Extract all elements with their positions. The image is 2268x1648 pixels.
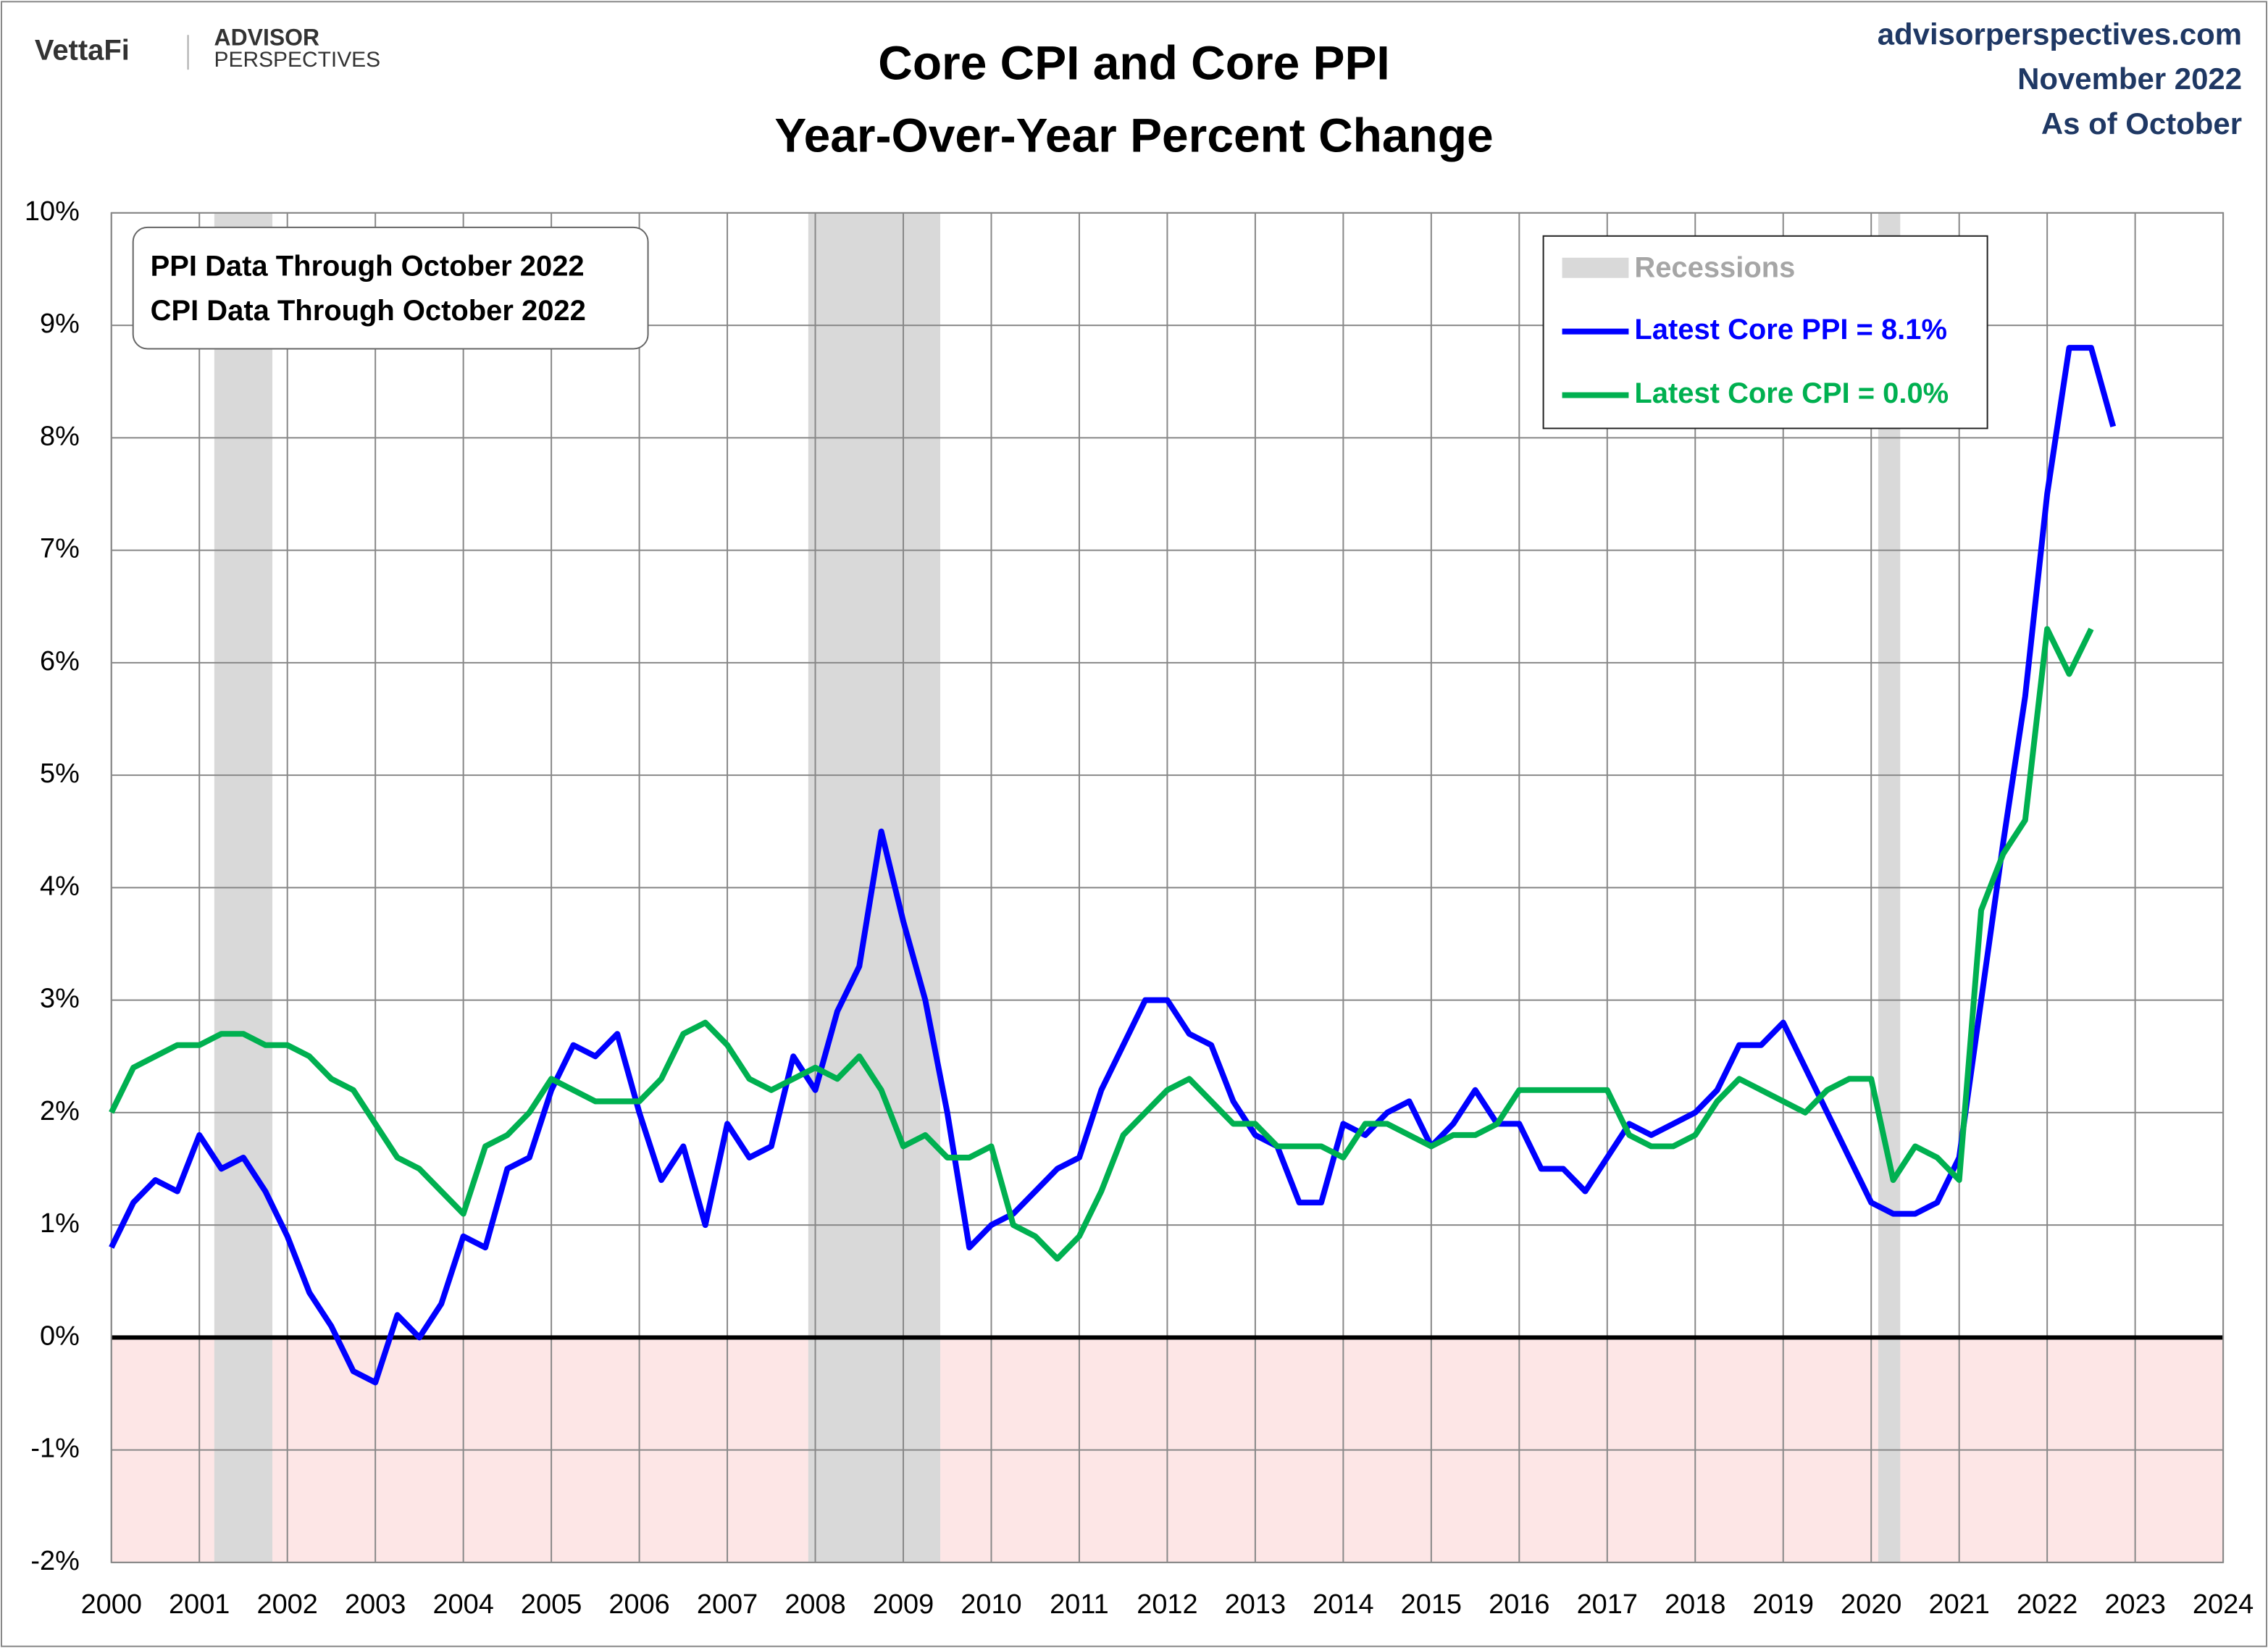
y-tick-label: 8% [40,421,80,451]
y-tick-label: 5% [40,758,80,789]
x-tick-label: 2011 [1050,1589,1109,1620]
x-tick-label: 2017 [1577,1589,1638,1620]
y-tick-label: -2% [30,1546,79,1576]
x-tick-label: 2022 [2017,1589,2077,1620]
legend-label: Latest Core CPI = 0.0% [1634,377,1949,409]
as-of: As of October [2041,106,2242,141]
x-tick-label: 2024 [2193,1589,2254,1620]
y-tick-label: 4% [40,871,80,901]
brand: VettaFi [35,35,130,67]
x-tick-label: 2004 [432,1589,493,1620]
brand3: PERSPECTIVES [214,48,381,72]
brand2: ADVISOR [214,25,320,51]
note-box [132,226,649,350]
y-tick-label: 9% [40,309,80,339]
x-tick-label: 2019 [1753,1589,1814,1620]
x-tick-label: 2002 [257,1589,318,1620]
x-tick-label: 2012 [1137,1589,1197,1620]
series-line [109,345,2117,1386]
x-tick-label: 2008 [784,1589,845,1620]
series-line [109,626,2094,1262]
x-tick-label: 2003 [345,1589,406,1620]
x-tick-label: 2016 [1489,1589,1549,1620]
y-tick-label: 3% [40,984,80,1014]
x-tick-label: 2000 [81,1589,142,1620]
plot: -2% -1% 0% 1% 2% 3% 4% 5% 6% 7% 8% 9% 10% 2000 2001 200… [25,196,2254,1620]
chart-subtitle: Year-Over-Year Percent Change [774,108,1493,162]
x-tick-label: 2021 [1928,1589,1989,1620]
x-tick-label: 2006 [608,1589,669,1620]
y-tick-label: 0% [40,1321,80,1351]
x-tick-label: 2013 [1225,1589,1286,1620]
x-tick-label: 2018 [1665,1589,1725,1620]
y-tick-label: 10% [25,196,80,227]
note: PPI Data Through October 2022 [151,250,585,282]
x-tick-label: 2009 [873,1589,934,1620]
legend-label: Recessions [1634,251,1795,283]
x-tick-label: 2014 [1313,1589,1373,1620]
x-tick-label: 2001 [169,1589,230,1620]
overlay: PPI Data Through October 2022 CPI Data T… [132,226,1988,430]
y-tick-label: 2% [40,1096,80,1126]
y-tick-label: 6% [40,646,80,677]
source: advisorperspectives.com [1878,17,2242,51]
date: November 2022 [2017,62,2242,96]
x-tick-label: 2015 [1401,1589,1462,1620]
x-tick-label: 2020 [1841,1589,1901,1620]
plot-border [110,212,2225,1563]
x-tick-label: 2005 [521,1589,582,1620]
x-tick-label: 2023 [2104,1589,2165,1620]
note: CPI Data Through October 2022 [151,295,586,327]
y-tick-label: 7% [40,534,80,564]
y-tick-label: -1% [30,1434,79,1464]
chart-title: Core CPI and Core PPI [878,36,1389,90]
x-tick-label: 2007 [697,1589,758,1620]
y-tick-label: 1% [40,1208,80,1239]
legend-label: Latest Core PPI = 8.1% [1634,314,1947,346]
legend-swatch [1562,257,1629,278]
x-tick-label: 2010 [961,1589,1021,1620]
